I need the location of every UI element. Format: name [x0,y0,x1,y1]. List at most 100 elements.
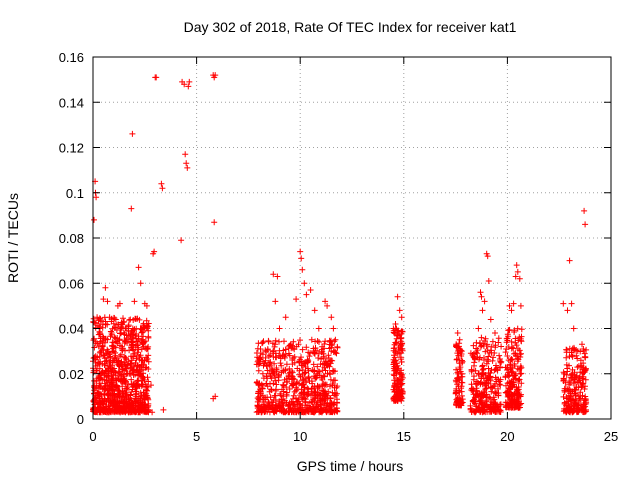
data-point [133,335,140,342]
data-point [308,336,315,343]
data-point [301,280,308,287]
data-point [478,293,485,300]
data-point [119,345,126,352]
data-point [305,349,312,356]
data-point [481,298,488,305]
data-point [484,253,491,260]
data-point [398,314,405,321]
data-point [267,352,274,359]
data-point [578,402,584,409]
data-point [265,338,272,345]
data-point [511,329,518,335]
data-point [582,221,589,228]
data-point [128,357,135,364]
data-point [110,320,117,327]
data-point [457,402,464,409]
data-point [153,74,160,81]
data-point [92,354,99,361]
data-point [517,302,524,309]
data-point [133,366,140,373]
data-point [286,352,293,359]
data-point [505,373,512,380]
data-point [178,237,185,244]
data-point [514,365,521,372]
data-point [267,359,274,366]
data-point [113,327,120,333]
data-point [286,343,292,350]
data-point [139,406,146,413]
data-point [305,374,312,381]
data-point [399,328,406,335]
data-point [262,408,269,415]
data-point [129,344,136,351]
y-axis-title: ROTI / TECUs [5,193,21,283]
data-point [104,346,111,353]
data-point [317,401,324,408]
data-point [145,378,152,385]
data-point [482,335,489,342]
data-point [508,356,515,363]
data-point [394,331,401,338]
y-tick-label: 0.06 [59,276,84,291]
data-point [286,386,293,392]
data-point [398,359,405,365]
data-point [288,398,295,405]
data-point [99,333,106,340]
data-point [311,307,318,314]
x-tick-label: 25 [604,429,618,444]
data-point [102,409,109,415]
data-point [488,349,495,356]
data-point [512,273,519,280]
data-point [145,320,152,327]
data-point [327,371,334,378]
data-point [453,396,460,403]
data-point [101,360,108,367]
data-point [326,363,333,370]
data-point [475,404,482,411]
data-point [116,336,123,343]
data-point [583,346,590,353]
data-point [506,302,513,309]
data-point [332,368,338,375]
data-point [396,346,403,353]
data-point [484,341,491,348]
data-point [490,354,497,361]
data-point [497,364,503,370]
data-point [303,391,310,398]
x-tick-label: 0 [89,429,96,444]
data-point [114,340,121,347]
data-point [293,395,299,401]
data-point [321,341,328,347]
data-point [296,356,303,363]
data-point [488,388,495,395]
data-point [135,362,141,369]
data-point [273,354,280,361]
data-point [309,408,316,415]
data-point [123,385,130,392]
data-point [331,392,338,399]
data-point [117,325,124,332]
data-point [309,367,316,373]
data-point [325,352,332,359]
data-point [259,385,266,392]
data-point [581,386,588,392]
data-point [511,372,518,379]
data-point [511,398,518,404]
data-point [96,331,103,338]
data-point [101,355,108,362]
data-point [293,296,300,303]
data-point [185,83,192,90]
data-point [104,298,111,305]
data-point [295,407,302,414]
data-point [278,362,285,369]
data-point [90,407,97,414]
data-point [488,366,495,373]
data-point [132,385,139,391]
data-point [573,384,580,390]
data-point [458,379,465,386]
data-point [140,322,147,329]
data-point [518,338,525,345]
data-point [468,407,475,413]
data-point [145,358,152,365]
data-point [271,360,278,367]
